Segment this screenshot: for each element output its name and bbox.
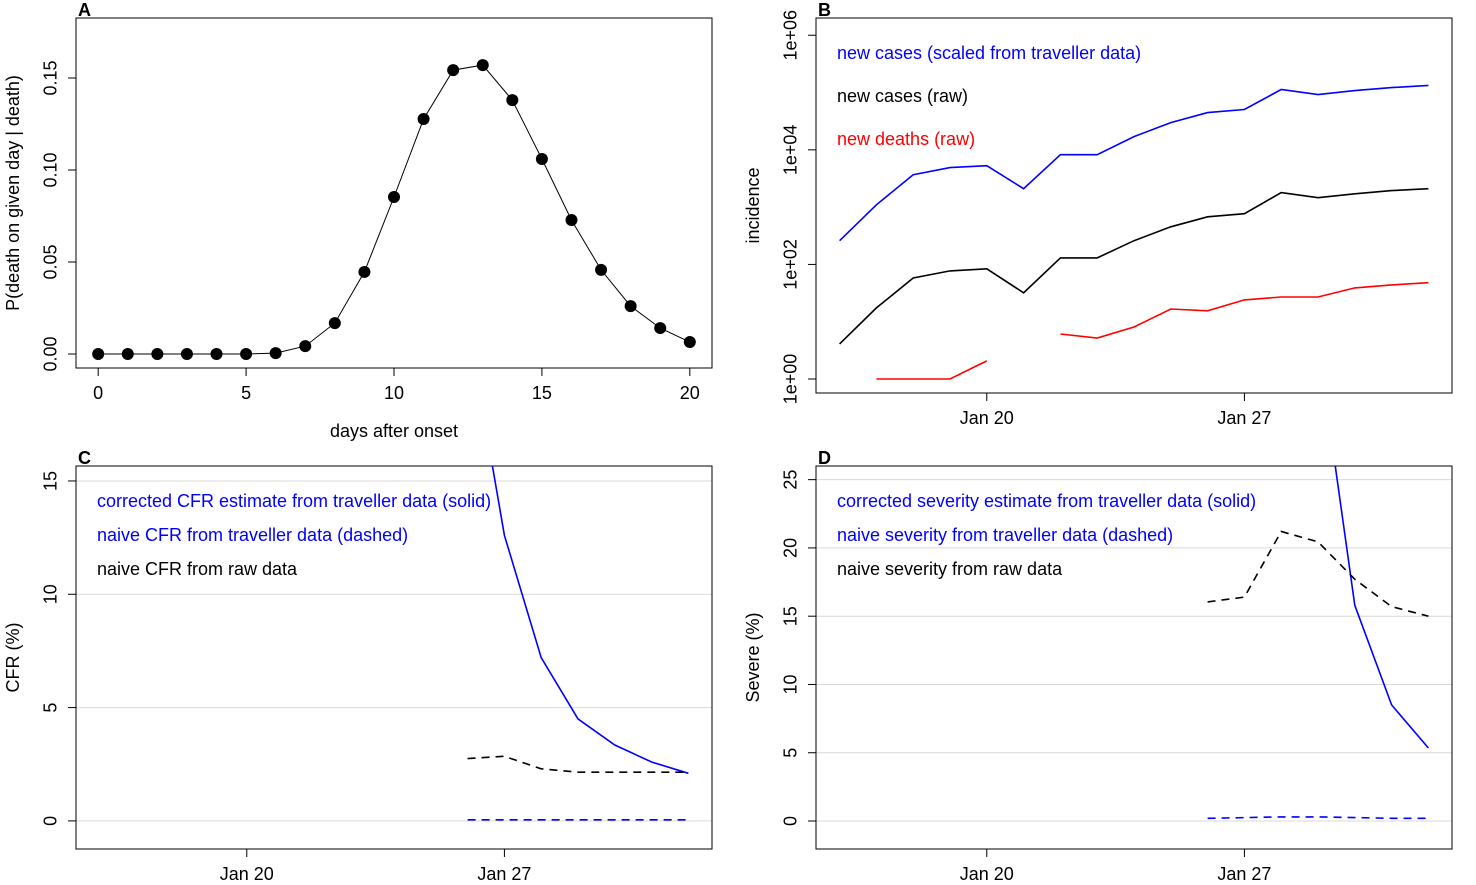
panel-label: B <box>818 0 831 20</box>
marker <box>121 348 134 361</box>
plot-area <box>467 466 689 821</box>
y-tick-label: 10 <box>41 584 61 604</box>
x-tick-label: Jan 20 <box>220 864 274 884</box>
marker <box>595 263 608 276</box>
marker <box>565 214 578 227</box>
y-tick-label: 25 <box>781 470 801 490</box>
plot-area <box>92 59 696 361</box>
series-line <box>839 187 1429 345</box>
series-line <box>1334 466 1430 749</box>
panel-label: C <box>78 448 91 468</box>
legend-entry: naive severity from raw data <box>837 559 1063 579</box>
x-tick-label: Jan 27 <box>477 864 531 884</box>
marker <box>506 94 519 107</box>
marker <box>535 152 548 165</box>
x-tick-label: Jan 27 <box>1217 408 1271 428</box>
legend-entry: naive CFR from traveller data (dashed) <box>97 525 408 545</box>
plot-frame <box>815 17 1453 394</box>
panel-label: D <box>818 448 831 468</box>
marker <box>447 64 460 77</box>
marker <box>151 348 164 361</box>
y-tick-label: 15 <box>781 606 801 626</box>
y-axis-label: CFR (%) <box>3 623 23 693</box>
marker <box>388 191 400 204</box>
y-tick-label: 0.05 <box>41 244 61 279</box>
y-tick-label: 1e+02 <box>781 239 801 290</box>
series-line <box>1207 530 1429 617</box>
marker <box>92 348 105 361</box>
plot-frame <box>815 465 1453 850</box>
y-tick-label: 0.15 <box>41 60 61 95</box>
line <box>98 64 691 355</box>
legend-entry: new cases (raw) <box>837 86 968 106</box>
y-tick-label: 0 <box>781 816 801 826</box>
x-tick-label: 15 <box>532 383 552 403</box>
marker <box>210 348 223 361</box>
x-tick-label: 10 <box>384 383 404 403</box>
legend-entry: naive severity from traveller data (dash… <box>837 525 1173 545</box>
legend-entry: naive CFR from raw data <box>97 559 298 579</box>
y-tick-label: 0.10 <box>41 152 61 187</box>
series-line <box>1207 816 1429 820</box>
marker <box>417 113 430 126</box>
y-tick-label: 0.00 <box>41 336 61 371</box>
y-tick-label: 15 <box>41 471 61 491</box>
y-tick-label: 1e+00 <box>781 354 801 405</box>
panel-label: A <box>78 0 91 20</box>
y-axis-label: Severe (%) <box>743 612 763 702</box>
marker <box>269 347 282 360</box>
marker <box>624 300 637 313</box>
y-tick-label: 1e+04 <box>781 125 801 176</box>
marker <box>328 317 341 330</box>
x-axis-label: days after onset <box>330 421 458 441</box>
y-tick-label: 10 <box>781 674 801 694</box>
marker <box>654 322 667 335</box>
marker <box>240 348 253 361</box>
legend-entry: new deaths (raw) <box>837 129 975 149</box>
x-tick-label: 0 <box>93 383 103 403</box>
y-tick-label: 1e+06 <box>781 10 801 61</box>
plot-frame <box>75 17 713 369</box>
x-tick-label: 5 <box>241 383 251 403</box>
series-line <box>839 84 1429 242</box>
x-tick-label: Jan 27 <box>1217 864 1271 884</box>
marker <box>299 340 312 353</box>
y-tick-label: 20 <box>781 538 801 558</box>
plot-frame <box>75 465 713 850</box>
legend-entry: corrected CFR estimate from traveller da… <box>97 491 491 511</box>
plot-area <box>1207 466 1430 820</box>
marker <box>476 59 489 72</box>
marker <box>683 336 696 349</box>
series-line <box>467 755 689 773</box>
x-tick-label: 20 <box>680 383 700 403</box>
plot-area <box>839 84 1429 380</box>
legend-entry: new cases (scaled from traveller data) <box>837 43 1141 63</box>
y-tick-label: 5 <box>41 703 61 713</box>
x-tick-label: Jan 20 <box>960 864 1014 884</box>
y-axis-label: P(death on given day | death) <box>3 75 23 311</box>
marker <box>358 265 371 278</box>
x-tick-label: Jan 20 <box>960 408 1014 428</box>
series-line <box>491 466 689 775</box>
legend-entry: corrected severity estimate from travell… <box>837 491 1256 511</box>
y-tick-label: 0 <box>41 816 61 826</box>
series-line <box>876 281 1429 380</box>
marker <box>180 348 193 361</box>
y-tick-label: 5 <box>781 748 801 758</box>
y-axis-label: incidence <box>743 167 763 243</box>
